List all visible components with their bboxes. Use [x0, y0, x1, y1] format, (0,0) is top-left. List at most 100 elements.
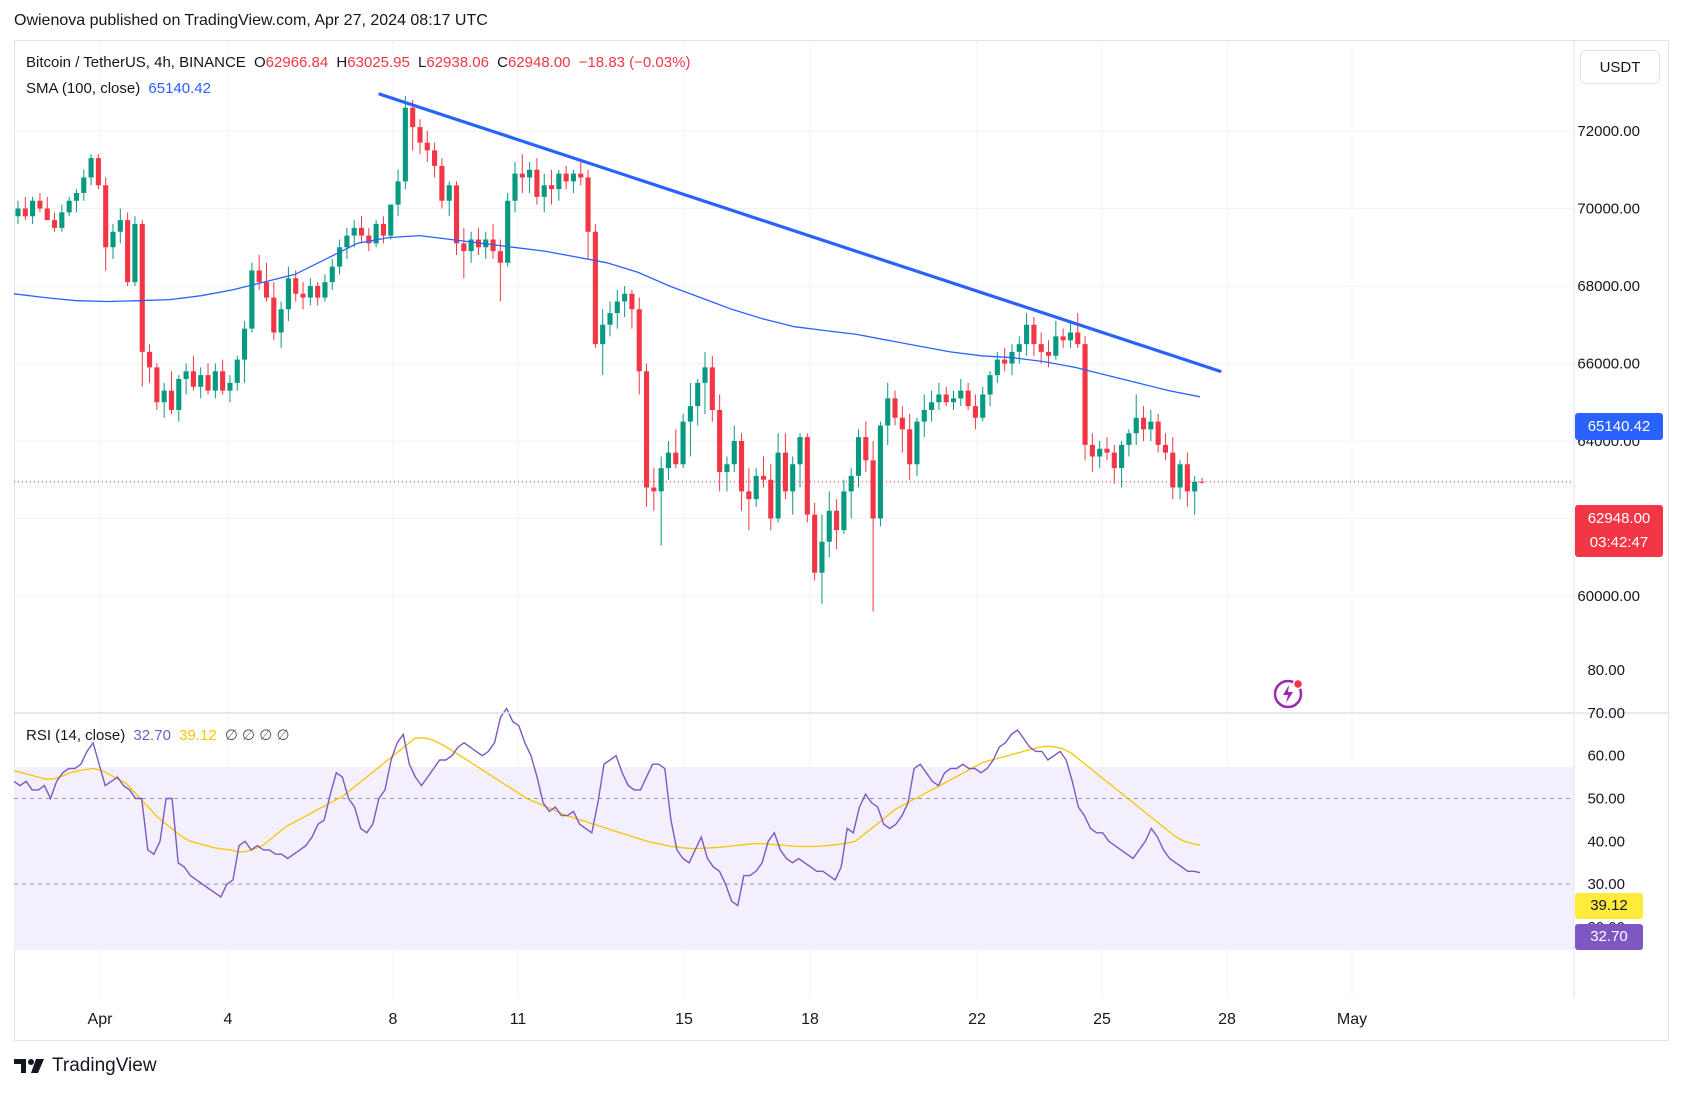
candle [139, 220, 145, 387]
open-value: 62966.84 [265, 54, 329, 71]
candle-body [344, 235, 350, 248]
candle-body [125, 220, 131, 283]
candle [242, 320, 248, 383]
candle-body [249, 270, 255, 329]
rsi-legend[interactable]: RSI (14, close) 32.70 39.12 ∅ ∅ ∅ ∅ [26, 726, 294, 744]
candle-body [921, 410, 927, 422]
candle [1133, 394, 1139, 445]
candle-body [848, 475, 854, 492]
price-tick-label: 70000.00 [1577, 201, 1640, 218]
rsi-tick-label: 50.00 [1587, 791, 1625, 808]
candle-body [797, 437, 803, 465]
sma-label[interactable]: SMA (100, close) [26, 80, 141, 97]
candle [205, 363, 211, 395]
candle [220, 359, 226, 395]
candle [731, 425, 737, 472]
time-tick-label: 18 [801, 1011, 819, 1028]
candle-body [1104, 448, 1110, 453]
rsi-label[interactable]: RSI (14, close) [26, 727, 126, 744]
candle [877, 421, 883, 527]
price-tick-label: 60000.00 [1577, 588, 1640, 605]
candle-body [834, 510, 840, 531]
candle-body [30, 200, 36, 217]
candle [578, 162, 584, 186]
candle-body [234, 359, 240, 383]
candle-body [22, 208, 28, 217]
sma-legend-value: 65140.42 [148, 80, 211, 97]
candle-body [1067, 332, 1074, 341]
candle-body [1097, 448, 1103, 457]
candle-body [636, 309, 642, 372]
rsi-empty-values: ∅ ∅ ∅ ∅ [224, 727, 290, 744]
candle [271, 282, 277, 341]
rsi-band [14, 767, 1574, 950]
candle [972, 394, 978, 430]
candle-body [695, 382, 701, 407]
candle [1104, 437, 1110, 461]
candle-body [293, 278, 299, 294]
candle-body [877, 425, 883, 519]
candle-body [410, 107, 416, 128]
lightning-icon[interactable] [1272, 676, 1306, 710]
candle-body [168, 390, 175, 410]
candle [826, 491, 832, 558]
candle-body [760, 475, 767, 480]
candle [1111, 444, 1117, 484]
candle [168, 371, 175, 414]
candle-body [59, 212, 65, 228]
candle [366, 227, 372, 252]
candle-body [73, 193, 80, 201]
candle [322, 274, 328, 302]
candle-body [139, 224, 145, 352]
candle-body [271, 297, 277, 333]
candle-body [146, 351, 153, 368]
candle [300, 282, 306, 310]
candle-body [154, 367, 160, 403]
candle-body [929, 402, 935, 410]
high-value: 63025.95 [347, 54, 410, 71]
tradingview-brand[interactable]: TradingView [14, 1055, 157, 1077]
candle [453, 181, 460, 255]
candle-body [220, 371, 226, 391]
current-price-tag: 62948.00 03:42:47 [1575, 505, 1663, 557]
candle [44, 196, 50, 221]
candle [461, 227, 467, 279]
candle [709, 355, 715, 422]
candle [585, 169, 591, 259]
candle-body [643, 371, 650, 488]
candle [651, 468, 657, 511]
candle-body [885, 398, 891, 426]
time-tick-label: Apr [88, 1011, 114, 1028]
candle-body [1133, 417, 1139, 434]
candle [863, 421, 869, 472]
candle [943, 386, 949, 407]
candle [293, 270, 299, 302]
candle [629, 289, 635, 329]
sma-legend[interactable]: SMA (100, close) 65140.42 [26, 80, 215, 97]
candle [812, 503, 818, 581]
candle [797, 433, 803, 488]
candle-body [622, 293, 628, 302]
candle [1170, 437, 1176, 500]
candle-body [190, 371, 196, 387]
time-tick-label: 22 [968, 1011, 986, 1028]
candle-body [66, 200, 72, 213]
candle-body [103, 185, 109, 248]
candle-body [161, 390, 167, 403]
candle-body [351, 227, 357, 236]
candle [1067, 320, 1074, 348]
candle-body [980, 394, 986, 418]
candle [753, 468, 759, 507]
time-tick-label: 11 [510, 1011, 527, 1028]
candle-body [629, 293, 635, 310]
candle [921, 394, 927, 438]
candle-body [1045, 351, 1052, 356]
symbol-label[interactable]: Bitcoin / TetherUS, 4h, BINANCE [26, 54, 246, 71]
rsi-tag: 32.70 [1575, 924, 1643, 950]
currency-button[interactable]: USDT [1580, 50, 1660, 84]
candle-body [461, 243, 467, 252]
ohlc-legend[interactable]: Bitcoin / TetherUS, 4h, BINANCE O62966.8… [26, 54, 694, 71]
candle [88, 154, 94, 186]
candle [702, 351, 708, 414]
